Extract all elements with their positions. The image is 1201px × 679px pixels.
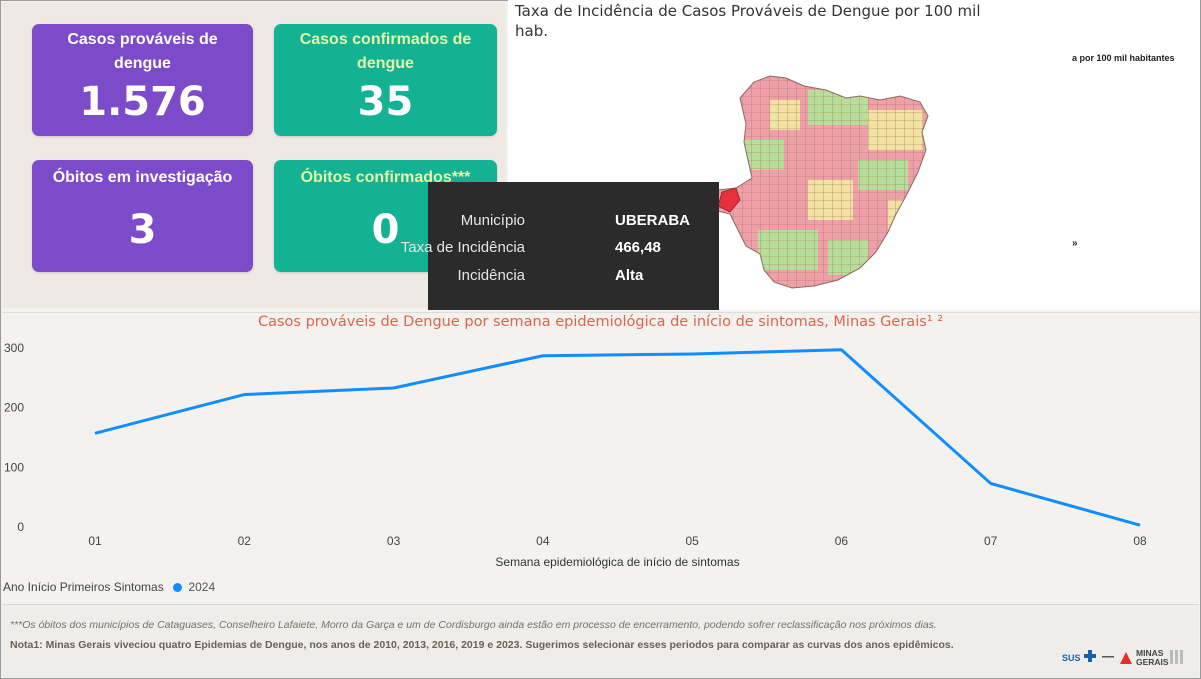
y-tick-label: 0 bbox=[17, 520, 24, 534]
kpi-label: Óbitos confirmados*** bbox=[300, 169, 471, 186]
x-tick-label: 02 bbox=[238, 534, 252, 548]
y-tick-label: 300 bbox=[4, 341, 24, 355]
data-point[interactable] bbox=[389, 383, 399, 393]
tooltip-value: 466,48 bbox=[615, 239, 661, 256]
legend-marker bbox=[173, 583, 183, 592]
x-tick-label: 06 bbox=[835, 534, 849, 548]
kpi-label: Óbitos em investigação bbox=[52, 169, 233, 186]
chart-title: Casos prováveis de Dengue por semana epi… bbox=[257, 314, 944, 330]
kpi-value: 0 bbox=[371, 207, 400, 253]
minas-gerais-sus-logo: SUS MINAS GERAIS bbox=[1062, 648, 1183, 667]
kpi-card-obitos-investigacao[interactable]: Óbitos em investigação 3 bbox=[32, 160, 253, 272]
x-tick-label: 04 bbox=[536, 534, 550, 548]
tooltip-row: Taxa de Incidência 466,48 bbox=[401, 237, 719, 259]
kpi-label: Casos confirmados de dengue bbox=[299, 31, 472, 72]
series-line-2024[interactable] bbox=[94, 348, 1141, 527]
line-chart[interactable]: 0 100 200 300 01 02 03 04 05 06 07 08 bbox=[0, 330, 1201, 552]
x-tick-label: 03 bbox=[387, 534, 401, 548]
y-axis: 0 100 200 300 bbox=[4, 341, 24, 534]
kpi-card-casos-provaveis[interactable]: Casos prováveis de dengue 1.576 bbox=[32, 24, 253, 136]
tooltip-key: Taxa de Incidência bbox=[400, 239, 525, 256]
logo-sus-text: SUS bbox=[1062, 653, 1081, 663]
y-tick-label: 100 bbox=[4, 460, 24, 474]
map-legend-title: a por 100 mil habitantes bbox=[1072, 53, 1175, 63]
tooltip-value: Alta bbox=[615, 267, 644, 284]
map-legend-fragment: » bbox=[1072, 238, 1078, 249]
legend-item-2024[interactable]: 2024 bbox=[188, 580, 216, 594]
x-axis: 01 02 03 04 05 06 07 08 bbox=[88, 534, 1147, 548]
footnote-epidemias: Nota1: Minas Gerais viveciou quatro Epid… bbox=[10, 639, 954, 651]
x-axis-label: Semana epidemiológica de início de sinto… bbox=[495, 555, 740, 569]
map-tooltip: Município UBERABA Taxa de Incidência 466… bbox=[401, 182, 719, 310]
data-point[interactable] bbox=[239, 390, 249, 400]
map-title: Taxa de Incidência de Casos Prováveis de… bbox=[515, 2, 981, 40]
kpi-panel: Casos prováveis de dengue 1.576 Casos co… bbox=[2, 2, 506, 308]
data-point[interactable] bbox=[90, 428, 100, 438]
tooltip-key: Incidência bbox=[457, 267, 525, 284]
logo-gerais-text: GERAIS bbox=[1136, 657, 1169, 667]
y-tick-label: 200 bbox=[4, 401, 24, 415]
map-municipalities[interactable] bbox=[698, 70, 938, 300]
kpi-label: Casos prováveis de dengue bbox=[67, 31, 218, 72]
tooltip-row: Município UBERABA bbox=[428, 210, 719, 232]
minas-gerais-map[interactable] bbox=[508, 0, 1200, 310]
logo-minas-text: MINAS bbox=[1136, 648, 1164, 658]
kpi-value: 35 bbox=[357, 79, 414, 125]
series-points[interactable] bbox=[90, 345, 1145, 530]
x-tick-label: 05 bbox=[685, 534, 699, 548]
data-point[interactable] bbox=[687, 349, 697, 359]
tooltip-row: Incidência Alta bbox=[428, 265, 719, 287]
tooltip-key: Município bbox=[460, 212, 525, 229]
chart-legend: Ano Início Primeiros Sintomas 2024 bbox=[3, 580, 215, 594]
data-point[interactable] bbox=[538, 351, 548, 361]
x-tick-label: 01 bbox=[88, 534, 102, 548]
footnote-obitos: ***Os óbitos dos municípios de Cataguase… bbox=[10, 619, 937, 631]
data-point[interactable] bbox=[986, 478, 996, 488]
tooltip-value: UBERABA bbox=[615, 212, 690, 229]
kpi-value: 3 bbox=[128, 207, 157, 253]
legend-title: Ano Início Primeiros Sintomas bbox=[3, 580, 164, 594]
chart-panel bbox=[2, 312, 1199, 602]
x-tick-label: 07 bbox=[984, 534, 998, 548]
data-point[interactable] bbox=[1135, 520, 1145, 530]
kpi-value: 1.576 bbox=[79, 79, 206, 125]
kpi-card-casos-confirmados[interactable]: Casos confirmados de dengue 35 bbox=[274, 24, 497, 136]
series-lines bbox=[94, 348, 1141, 527]
data-point[interactable] bbox=[836, 345, 846, 355]
footnotes: ***Os óbitos dos municípios de Cataguase… bbox=[2, 604, 1199, 677]
logo-triangle-icon bbox=[1120, 652, 1132, 664]
x-tick-label: 08 bbox=[1133, 534, 1147, 548]
